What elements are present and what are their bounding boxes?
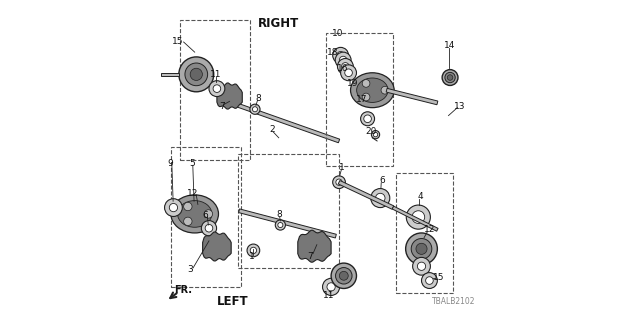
Circle shape (202, 220, 216, 236)
Text: TBALB2102: TBALB2102 (431, 297, 475, 306)
Text: FR.: FR. (175, 285, 193, 295)
Circle shape (204, 210, 212, 218)
Text: 6: 6 (379, 176, 385, 185)
Circle shape (275, 220, 285, 230)
Circle shape (205, 224, 212, 232)
Circle shape (342, 63, 349, 70)
Circle shape (406, 233, 437, 265)
Text: 1: 1 (249, 252, 255, 261)
Text: LEFT: LEFT (217, 295, 248, 308)
Text: 16: 16 (337, 63, 349, 73)
Circle shape (247, 244, 260, 257)
Circle shape (170, 204, 177, 212)
Circle shape (278, 222, 283, 228)
Text: 20: 20 (365, 127, 376, 136)
Circle shape (331, 263, 356, 288)
Circle shape (360, 112, 374, 126)
Text: 19: 19 (347, 79, 358, 88)
Circle shape (213, 85, 221, 92)
Circle shape (371, 131, 380, 139)
Circle shape (412, 238, 432, 259)
Text: 6: 6 (202, 211, 208, 220)
Ellipse shape (177, 201, 212, 227)
Circle shape (362, 93, 370, 101)
Circle shape (371, 188, 390, 208)
Circle shape (447, 75, 453, 80)
Text: 8: 8 (255, 94, 261, 103)
Circle shape (335, 52, 351, 68)
Circle shape (442, 69, 458, 85)
Circle shape (333, 47, 349, 63)
Polygon shape (386, 88, 438, 105)
Polygon shape (392, 206, 438, 231)
Text: 1: 1 (339, 164, 345, 172)
Text: 18: 18 (327, 48, 339, 57)
Circle shape (185, 63, 207, 86)
Circle shape (250, 247, 257, 253)
Circle shape (327, 283, 335, 291)
Polygon shape (239, 209, 337, 238)
Text: 17: 17 (356, 95, 367, 104)
Text: 11: 11 (210, 70, 221, 79)
Text: 2: 2 (269, 125, 275, 134)
Circle shape (190, 68, 202, 80)
Polygon shape (217, 83, 243, 109)
Text: 4: 4 (417, 192, 423, 201)
Circle shape (209, 81, 225, 97)
Text: 15: 15 (433, 273, 445, 282)
Text: 5: 5 (189, 159, 195, 168)
Text: 10: 10 (332, 28, 343, 38)
Circle shape (335, 268, 352, 284)
Circle shape (337, 59, 353, 74)
Text: 11: 11 (323, 291, 335, 300)
Ellipse shape (356, 78, 388, 102)
Text: 12: 12 (187, 189, 198, 198)
Circle shape (362, 80, 370, 87)
Polygon shape (230, 101, 340, 143)
Circle shape (445, 72, 455, 83)
Text: 13: 13 (454, 101, 465, 111)
Circle shape (373, 132, 378, 137)
Circle shape (416, 243, 427, 254)
Circle shape (339, 271, 348, 280)
Polygon shape (161, 73, 179, 76)
Text: 15: 15 (172, 36, 183, 45)
Circle shape (364, 115, 371, 123)
Circle shape (422, 273, 437, 288)
Circle shape (250, 104, 260, 114)
Polygon shape (298, 230, 331, 262)
Polygon shape (203, 232, 231, 261)
Text: 14: 14 (444, 41, 456, 50)
Text: 7: 7 (219, 101, 225, 111)
Circle shape (339, 56, 347, 64)
Circle shape (340, 65, 356, 81)
Ellipse shape (171, 195, 218, 233)
Circle shape (184, 202, 192, 211)
Text: 9: 9 (168, 159, 173, 168)
Circle shape (323, 278, 340, 295)
Ellipse shape (351, 73, 394, 108)
Circle shape (406, 205, 430, 229)
Circle shape (336, 179, 342, 185)
Polygon shape (338, 180, 394, 209)
Text: RIGHT: RIGHT (258, 17, 300, 30)
Circle shape (164, 199, 182, 216)
Circle shape (333, 176, 346, 188)
Circle shape (381, 86, 388, 94)
Circle shape (252, 107, 257, 112)
Text: 3: 3 (187, 265, 193, 274)
Text: 7: 7 (307, 252, 313, 261)
Circle shape (184, 217, 192, 226)
Circle shape (426, 277, 433, 284)
Circle shape (413, 257, 430, 275)
Circle shape (179, 57, 214, 92)
Circle shape (412, 211, 425, 223)
Text: 8: 8 (276, 210, 282, 219)
Circle shape (417, 262, 426, 270)
Circle shape (376, 193, 385, 203)
Circle shape (337, 52, 344, 59)
Text: 12: 12 (424, 225, 435, 234)
Circle shape (345, 69, 353, 76)
